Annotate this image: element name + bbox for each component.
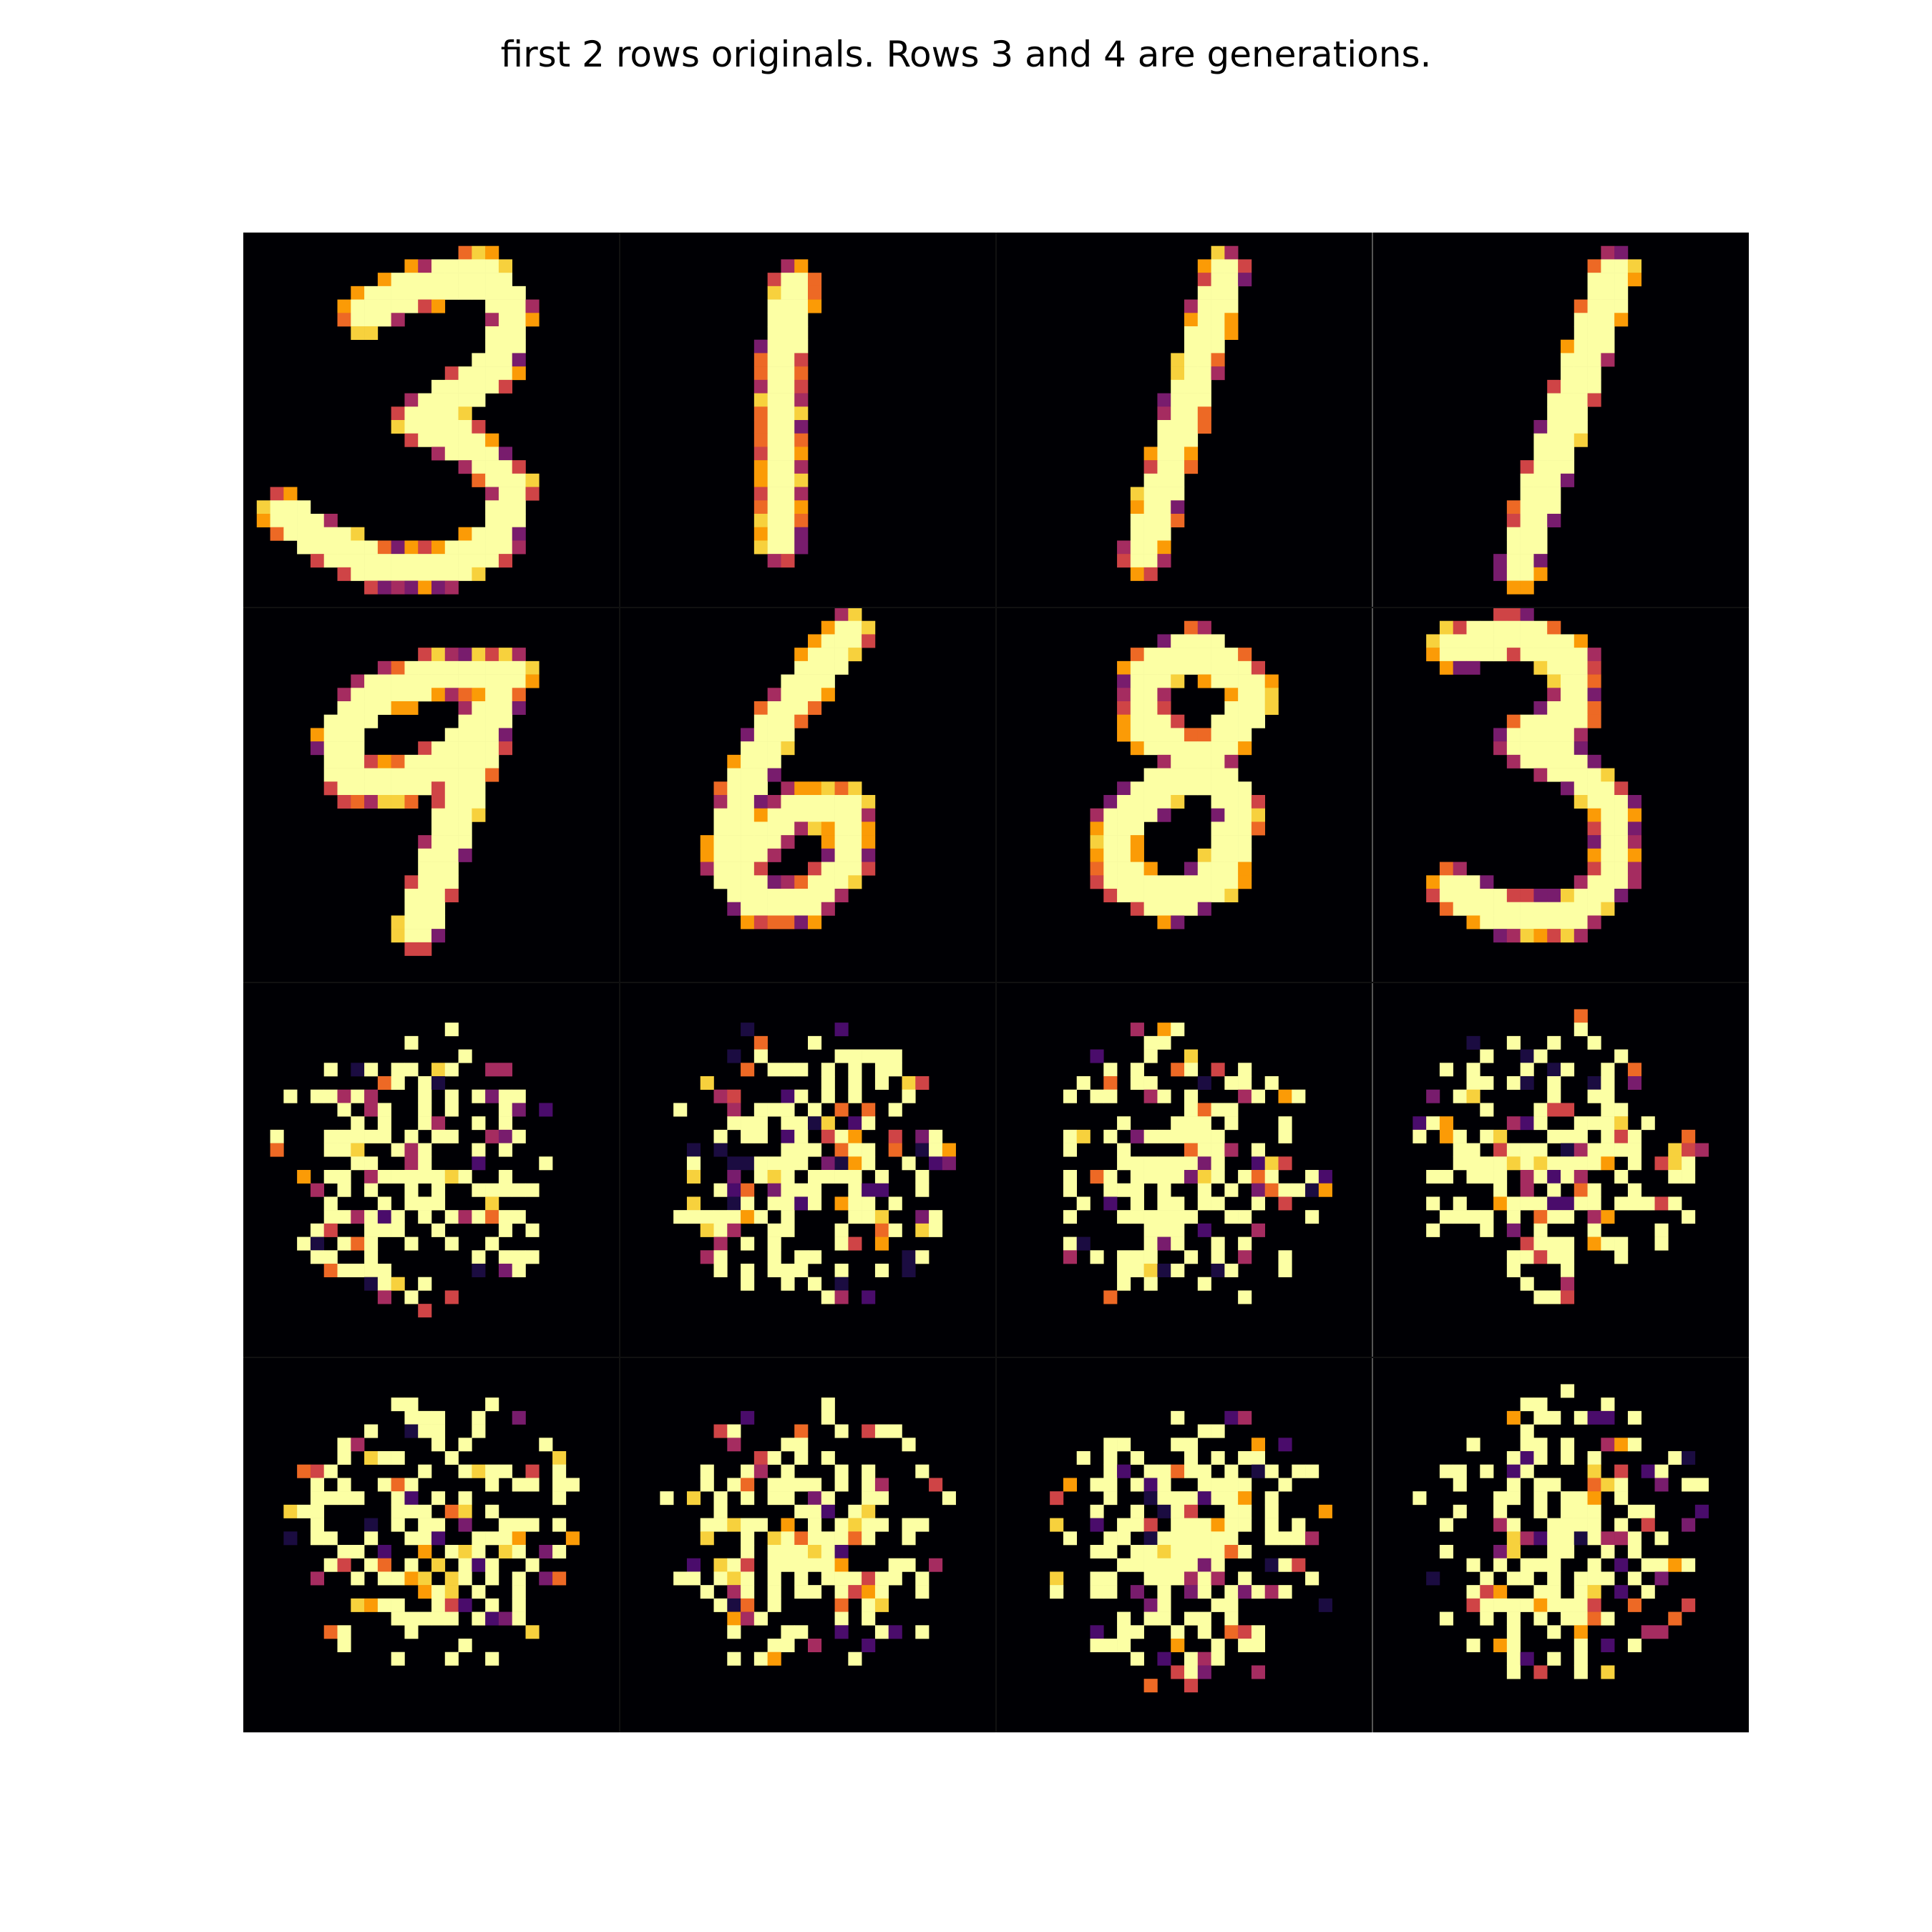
tile-r4-c3 xyxy=(1050,1410,1332,1693)
tile-r2-c4 xyxy=(1426,608,1642,943)
figure-title: first 2 rows originals. Rows 3 and 4 are… xyxy=(500,34,1432,75)
tile-r4-c2 xyxy=(660,1397,956,1666)
tile-r1-c3 xyxy=(1117,245,1252,581)
tile-r1-c4 xyxy=(1493,245,1642,595)
tile-r3-c2 xyxy=(673,1023,956,1304)
digit-grid-canvas xyxy=(243,233,1749,1732)
tile-r4-c4 xyxy=(1413,1384,1709,1679)
tile-r3-c3 xyxy=(1063,1023,1332,1304)
tile-r3-c4 xyxy=(1413,1009,1709,1304)
tile-r1-c2 xyxy=(753,259,822,568)
tile-r4-c1 xyxy=(283,1397,580,1666)
tile-r2-c1 xyxy=(310,648,540,956)
image-grid xyxy=(243,233,1749,1732)
tile-r3-c1 xyxy=(270,1023,553,1318)
tile-r2-c2 xyxy=(700,608,876,930)
tile-r2-c3 xyxy=(1090,620,1279,930)
tile-r1-c1 xyxy=(256,245,540,595)
